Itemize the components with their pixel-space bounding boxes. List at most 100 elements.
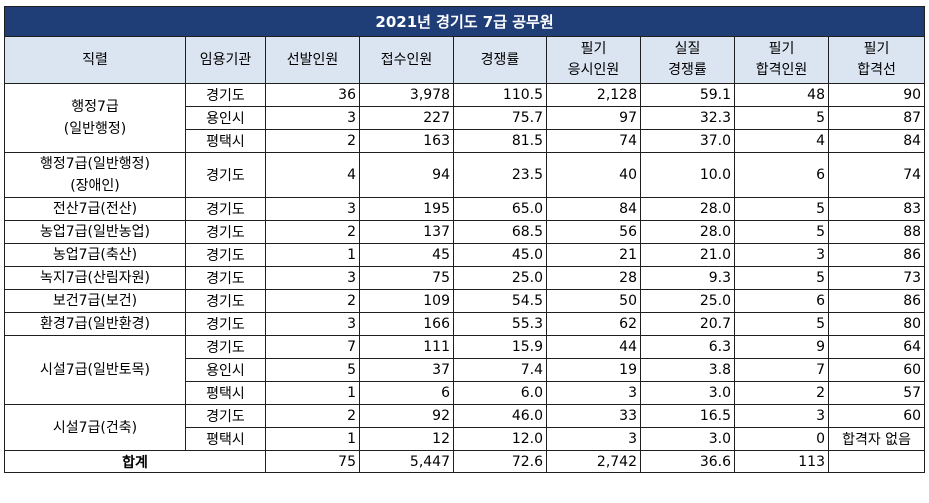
column-header-text: 필기 [863, 41, 890, 57]
value-cell: 5 [265, 358, 360, 382]
value-cell: 3 [734, 243, 829, 267]
value-cell: 7 [265, 335, 360, 359]
value-cell: 12.0 [453, 427, 547, 451]
recruitment-table: 2021년 경기도 7급 공무원 직렬 임용기관 선발인원 접수인원 경쟁률 필기 응시인원 실… [3, 6, 926, 473]
column-header: 접수인원 [359, 36, 454, 84]
column-header-text: 임용기관 [199, 51, 252, 68]
column-header-text: 필기 [768, 41, 795, 57]
series-text: (일반행정) [63, 121, 127, 137]
value-cell: 84 [827, 129, 926, 153]
series-cell: 농업7급(축산) [4, 243, 186, 267]
table-row: 평택시 2 163 81.5 74 37.0 4 84 [5, 129, 926, 153]
value-cell: 32.3 [640, 106, 735, 130]
table-row: 시설7급(일반토목) 경기도 7 111 15.9 44 6.3 9 64 [4, 335, 926, 405]
series-text: 시설7급(일반토목) [40, 362, 150, 378]
value-cell: 60 [827, 404, 926, 428]
agency-cell: 경기도 [185, 83, 266, 107]
value-cell: 86 [827, 243, 926, 267]
value-cell: 16.5 [640, 404, 735, 428]
agency-cell: 평택시 [185, 427, 266, 451]
table-row: 평택시 1 12 12.0 3 3.0 0 합격자 없음 [5, 427, 926, 451]
value-cell: 6 [359, 381, 454, 405]
table-row: 보건7급(보건) 경기도 2 109 54.5 50 25.0 6 86 [4, 289, 926, 313]
value-cell: 0 [734, 427, 829, 451]
agency-cell: 경기도 [185, 152, 266, 198]
series-cell: 전산7급(전산) [4, 197, 186, 221]
value-cell: 48 [734, 83, 829, 107]
table-row: 행정7급 (일반행정) 경기도 36 3,978 110.5 2,128 59.1 48 90 [4, 83, 926, 153]
table-row: 녹지7급(산림자원) 경기도 3 75 25.0 28 9.3 5 73 [4, 266, 926, 290]
value-cell: 56 [546, 220, 641, 244]
value-cell: 21 [546, 243, 641, 267]
series-cell: 녹지7급(산림자원) [4, 266, 186, 290]
value-cell: 7.4 [453, 358, 547, 382]
title-row: 2021년 경기도 7급 공무원 [3, 6, 926, 37]
column-header-text: 경쟁률 [668, 62, 707, 78]
agency-cell: 경기도 [185, 289, 266, 313]
value-cell: 12 [359, 427, 454, 451]
value-cell: 57 [827, 381, 926, 405]
value-cell: 9 [734, 335, 829, 359]
agency-cell: 경기도 [185, 312, 266, 336]
value-cell: 7 [734, 358, 829, 382]
total-row: 합계 75 5,447 72.6 2,742 36.6 113 [4, 450, 926, 473]
value-cell: 45 [359, 243, 454, 267]
value-cell: 59.1 [640, 83, 735, 107]
value-cell: 3 [265, 266, 360, 290]
value-cell: 97 [546, 106, 641, 130]
value-cell: 2 [734, 381, 829, 405]
column-header-text: 필기 [580, 41, 607, 57]
value-cell: 81.5 [453, 129, 547, 153]
value-cell: 3,978 [359, 83, 454, 107]
value-cell: 28 [546, 266, 641, 290]
value-cell: 73 [827, 266, 926, 290]
value-cell: 21.0 [640, 243, 735, 267]
value-cell: 109 [359, 289, 454, 313]
value-cell: 20.7 [640, 312, 735, 336]
table-row: 전산7급(전산) 경기도 3 195 65.0 84 28.0 5 83 [4, 197, 926, 221]
value-cell: 55.3 [453, 312, 547, 336]
value-cell: 46.0 [453, 404, 547, 428]
value-cell: 1 [265, 243, 360, 267]
value-cell: 195 [359, 197, 454, 221]
value-cell: 62 [546, 312, 641, 336]
value-cell: 3.8 [640, 358, 735, 382]
agency-cell: 경기도 [185, 197, 266, 221]
series-text: 농업7급(축산) [52, 247, 138, 263]
table-row: 농업7급(축산) 경기도 1 45 45.0 21 21.0 3 86 [4, 243, 926, 267]
table-row: 용인시 3 227 75.7 97 32.3 5 87 [5, 106, 926, 130]
value-cell: 6 [734, 289, 829, 313]
value-cell: 6.0 [453, 381, 547, 405]
total-value-cell: 75 [265, 450, 360, 473]
agency-cell: 경기도 [185, 220, 266, 244]
value-cell: 2,128 [546, 83, 641, 107]
value-cell: 75 [359, 266, 454, 290]
value-cell: 5 [734, 197, 829, 221]
column-header-text: 응시인원 [567, 62, 620, 78]
series-text: 행정7급 [71, 99, 119, 115]
table-row: 평택시 1 6 6.0 3 3.0 2 57 [5, 381, 926, 405]
total-label: 합계 [4, 450, 266, 473]
value-cell: 86 [827, 289, 926, 313]
series-cell: 보건7급(보건) [4, 289, 186, 313]
total-value-cell: 36.6 [640, 450, 735, 473]
value-cell: 84 [546, 197, 641, 221]
value-cell: 87 [827, 106, 926, 130]
value-cell: 6.3 [640, 335, 735, 359]
value-cell: 111 [359, 335, 454, 359]
value-cell: 92 [359, 404, 454, 428]
series-text: 행정7급(일반행정) [40, 156, 150, 172]
value-cell: 83 [827, 197, 926, 221]
value-cell: 36 [265, 83, 360, 107]
value-cell: 44 [546, 335, 641, 359]
value-cell: 28.0 [640, 197, 735, 221]
value-cell: 54.5 [453, 289, 547, 313]
table-row: 용인시 5 37 7.4 19 3.8 7 60 [5, 358, 926, 382]
value-cell: 88 [827, 220, 926, 244]
value-cell: 60 [827, 358, 926, 382]
value-cell: 25.0 [453, 266, 547, 290]
value-cell: 6 [734, 152, 829, 198]
value-cell: 25.0 [640, 289, 735, 313]
series-cell: 행정7급(일반행정) (장애인) [4, 152, 186, 198]
